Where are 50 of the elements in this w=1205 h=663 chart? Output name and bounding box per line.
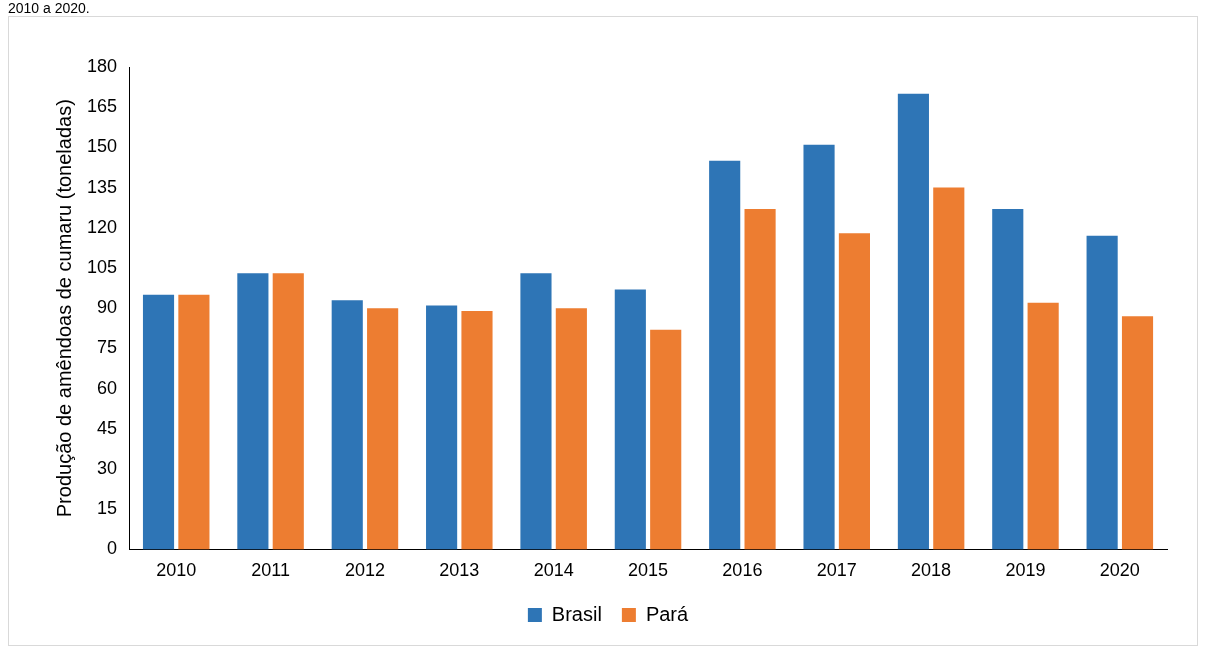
y-tick-label: 75: [97, 337, 118, 358]
bar: [650, 329, 682, 550]
bar: [461, 310, 493, 550]
y-tick-label: 120: [86, 216, 118, 237]
y-tick-label: 180: [86, 55, 118, 76]
bar: [838, 233, 870, 550]
legend-label: Brasil: [551, 602, 602, 625]
bar: [331, 300, 363, 550]
legend-label: Pará: [645, 602, 689, 625]
bar: [367, 308, 399, 550]
y-tick-label: 60: [97, 377, 118, 398]
y-tick-label: 30: [97, 457, 118, 478]
x-tick-label: 2019: [1005, 560, 1046, 581]
bar: [178, 294, 210, 550]
x-tick-label: 2015: [627, 560, 669, 581]
y-tick-label: 15: [97, 498, 118, 519]
bar: [1121, 316, 1154, 550]
bar: [555, 308, 587, 550]
text: 2010 a 2020.: [8, 0, 91, 16]
x-tick-label: 2016: [722, 560, 763, 581]
bar: [142, 294, 175, 550]
bar: [744, 209, 776, 550]
y-tick-label: 150: [86, 136, 118, 157]
bar: [426, 305, 458, 550]
x-tick-label: 2020: [1099, 560, 1140, 581]
bar: [933, 187, 965, 550]
x-tick-label: 2017: [816, 560, 857, 581]
x-tick-label: 2013: [439, 560, 480, 581]
x-tick-label: 2010: [156, 560, 197, 581]
y-tick-label: 90: [97, 297, 118, 318]
bar: [272, 273, 304, 550]
y-axis-title: Produção de amêndoas de cumaru (toneladas): [52, 99, 75, 518]
x-tick-label: 2018: [911, 560, 952, 581]
bar: [237, 273, 269, 550]
y-tick-label: 135: [86, 176, 118, 197]
x-tick-label: 2011: [251, 560, 290, 581]
y-tick-label: 105: [86, 256, 118, 277]
bar: [614, 289, 646, 550]
x-tick-label: 2012: [344, 560, 385, 581]
bar: [992, 209, 1024, 550]
bar: [1027, 302, 1059, 550]
y-tick-label: 0: [107, 538, 118, 559]
y-tick-label: 165: [86, 96, 118, 117]
y-tick-label: 45: [97, 417, 118, 438]
bar: [1086, 235, 1118, 550]
bar: [709, 160, 741, 550]
bar: [803, 144, 835, 550]
x-tick-label: 2014: [533, 560, 574, 581]
bar: [897, 93, 929, 550]
bar: [520, 273, 552, 550]
